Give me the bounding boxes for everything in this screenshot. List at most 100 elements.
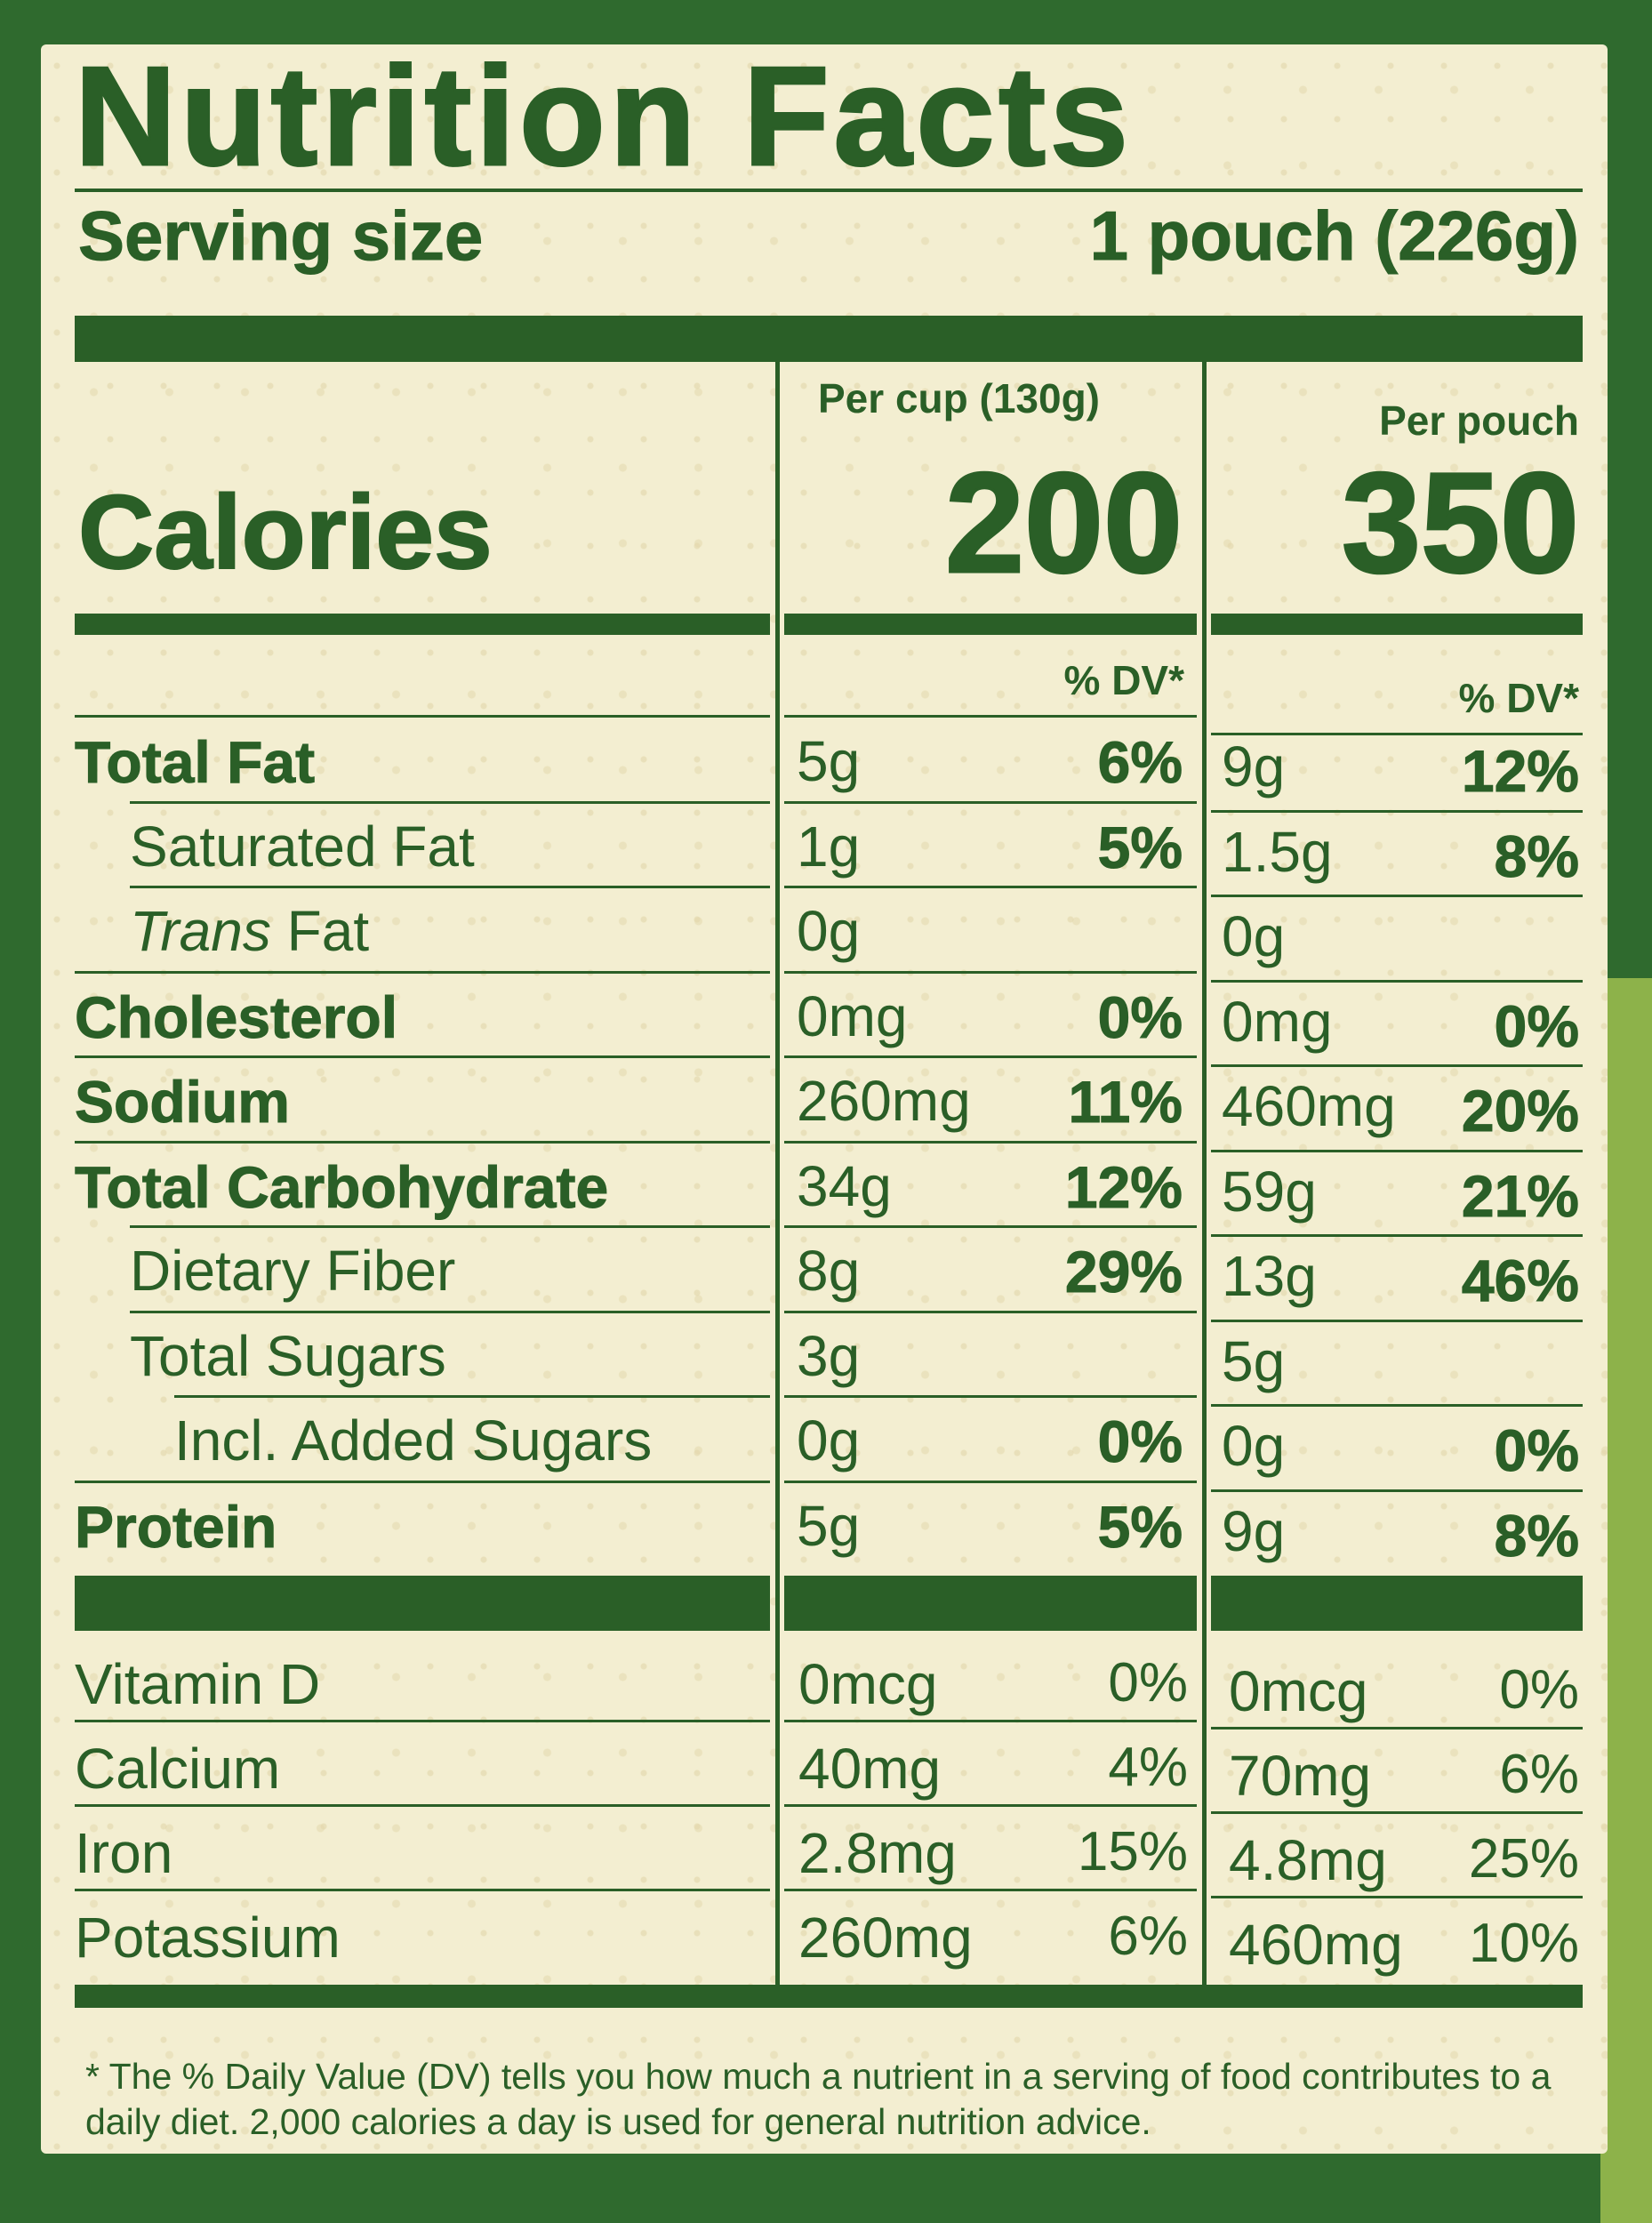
nutrition-label-panel xyxy=(41,44,1608,2154)
row-rule-left xyxy=(75,1140,770,1144)
per-cup-header: Per cup (130g) xyxy=(818,375,1100,421)
nutrient-amount-pouch: 0mg xyxy=(1222,989,1333,1054)
nutrient-amount-pouch: 1.5g xyxy=(1222,819,1333,884)
row-rule-pouch xyxy=(1211,895,1583,897)
nutrient-label: Trans Fat xyxy=(130,903,369,959)
row-rule-pouch xyxy=(1211,1404,1583,1407)
nutrient-label: Saturated Fat xyxy=(130,818,475,875)
nutrient-amount-cup: 8g xyxy=(797,1239,861,1303)
nutrient-amount-pouch: 460mg xyxy=(1222,1074,1396,1138)
nutrient-dv-pouch: 12% xyxy=(1461,738,1579,804)
row-rule-cup xyxy=(784,1225,1197,1228)
vitamin-rule-cup xyxy=(784,1804,1197,1807)
vitamin-label: Iron xyxy=(75,1821,173,1885)
vitamin-amount-pouch: 70mg xyxy=(1229,1744,1372,1808)
nutrient-label: Total Fat xyxy=(74,733,315,792)
nutrient-dv-cup: 29% xyxy=(1064,1239,1183,1304)
nutrient-amount-pouch: 0g xyxy=(1222,1414,1286,1478)
vitamin-dv-pouch: 10% xyxy=(1468,1913,1579,1974)
thick-bar-top xyxy=(75,316,1583,362)
row-rule-pouch xyxy=(1211,979,1583,983)
nutrient-amount-pouch: 0g xyxy=(1222,904,1286,968)
calories-per-pouch: 350 xyxy=(1341,443,1581,602)
vitamin-dv-pouch: 6% xyxy=(1499,1744,1579,1805)
calories-per-cup: 200 xyxy=(944,443,1184,602)
row-rule-cup xyxy=(784,1140,1197,1144)
vitamin-amount-cup: 0mcg xyxy=(798,1652,938,1716)
vitamin-amount-pouch: 4.8mg xyxy=(1229,1828,1387,1892)
column-divider-1 xyxy=(775,362,780,1989)
thick-bar-middle-pouch xyxy=(1211,1576,1583,1631)
vitamin-label: Potassium xyxy=(75,1906,341,1970)
nutrient-dv-cup: 11% xyxy=(1068,1069,1183,1135)
nutrient-label-text: Incl. Added Sugars xyxy=(174,1408,653,1473)
per-pouch-header: Per pouch xyxy=(1379,397,1579,444)
nutrient-amount-cup: 5g xyxy=(797,1493,861,1558)
nutrient-amount-pouch: 5g xyxy=(1222,1328,1286,1393)
nutrient-amount-cup: 34g xyxy=(797,1153,892,1218)
nutrient-dv-pouch: 8% xyxy=(1494,823,1579,889)
nutrient-label-text: Dietary Fiber xyxy=(130,1239,456,1303)
nutrient-label-text: Fat xyxy=(270,899,370,963)
nutrient-label-text: Sodium xyxy=(75,1069,291,1135)
calories-rule-cup xyxy=(784,614,1197,635)
nutrient-label: Dietary Fiber xyxy=(130,1242,455,1299)
vitamin-rule-pouch xyxy=(1211,1811,1583,1814)
nutrient-label-text: Total Sugars xyxy=(130,1323,446,1388)
vitamin-amount-pouch: 460mg xyxy=(1229,1913,1403,1977)
row-rule-pouch xyxy=(1211,1234,1583,1237)
nutrient-amount-cup: 0mg xyxy=(797,983,908,1048)
vitamin-dv-pouch: 25% xyxy=(1468,1828,1579,1890)
nutrient-dv-pouch: 46% xyxy=(1461,1248,1579,1313)
vitamin-rule-left xyxy=(75,1720,770,1722)
row-rule-pouch xyxy=(1211,1319,1583,1322)
calories-label: Calories xyxy=(77,474,493,591)
nutrient-label-text: Protein xyxy=(74,1493,277,1560)
label-title: Nutrition Facts xyxy=(74,38,1133,195)
nutrient-label: Sodium xyxy=(75,1072,291,1132)
nutrient-amount-cup: 3g xyxy=(797,1323,861,1388)
nutrient-label-text: Total Fat xyxy=(74,729,316,795)
nutrient-amount-pouch: 59g xyxy=(1222,1159,1317,1224)
nutrient-amount-pouch: 9g xyxy=(1222,734,1286,799)
nutrient-amount-cup: 0g xyxy=(797,1408,861,1473)
serving-size-value: 1 pouch (226g) xyxy=(1089,197,1579,275)
row-rule-left xyxy=(130,1225,770,1228)
row-rule-left xyxy=(130,800,770,804)
vitamin-dv-cup: 4% xyxy=(1108,1737,1188,1798)
nutrient-amount-pouch: 13g xyxy=(1222,1244,1317,1308)
vitamin-dv-cup: 15% xyxy=(1077,1821,1188,1882)
row-rule-left xyxy=(75,1480,770,1483)
nutrient-amount-cup: 5g xyxy=(797,729,861,793)
vitamin-label: Calcium xyxy=(75,1737,281,1801)
nutrient-label: Total Carbohydrate xyxy=(74,1157,608,1216)
vitamin-dv-cup: 0% xyxy=(1108,1652,1188,1713)
row-rule-cup xyxy=(784,1055,1197,1058)
nutrient-dv-pouch: 0% xyxy=(1494,992,1579,1059)
vitamin-dv-cup: 6% xyxy=(1108,1906,1188,1967)
vitamin-amount-cup: 2.8mg xyxy=(798,1821,957,1885)
dv-header-rule-left xyxy=(75,715,770,718)
row-rule-cup xyxy=(784,1480,1197,1483)
calories-rule-left xyxy=(75,614,770,635)
nutrient-label-text: Cholesterol xyxy=(74,983,398,1050)
vitamin-rule-left xyxy=(75,1804,770,1807)
vitamin-rule-left xyxy=(75,1889,770,1891)
row-rule-cup xyxy=(784,1310,1197,1313)
nutrient-amount-cup: 260mg xyxy=(797,1069,971,1133)
nutrient-label-italic: Trans xyxy=(130,899,271,963)
nutrient-amount-pouch: 9g xyxy=(1222,1498,1286,1563)
row-rule-left xyxy=(130,886,770,888)
nutrient-dv-pouch: 0% xyxy=(1494,1417,1579,1483)
nutrient-dv-cup: 0% xyxy=(1097,1408,1183,1474)
nutrient-label: Cholesterol xyxy=(74,987,397,1047)
row-rule-left xyxy=(174,1395,770,1398)
nutrient-dv-pouch: 20% xyxy=(1461,1078,1579,1144)
vitamin-rule-cup xyxy=(784,1889,1197,1891)
nutrient-label: Protein xyxy=(74,1497,277,1556)
vitamin-amount-cup: 260mg xyxy=(798,1906,973,1970)
row-rule-pouch xyxy=(1211,1149,1583,1152)
row-rule-cup xyxy=(784,1395,1197,1398)
dv-header-pouch: % DV* xyxy=(1458,675,1579,721)
row-rule-pouch xyxy=(1211,809,1583,813)
